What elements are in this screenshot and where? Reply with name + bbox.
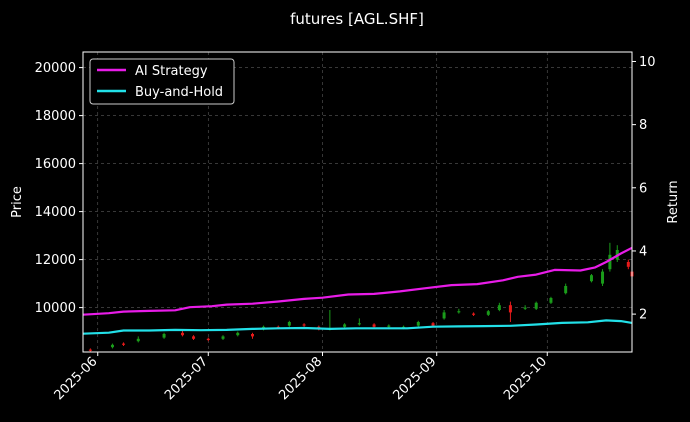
candle-body xyxy=(564,286,568,294)
candle-body xyxy=(486,311,490,315)
candle-body xyxy=(589,275,593,282)
candle xyxy=(457,308,461,314)
y-left-tick-label: 16000 xyxy=(35,157,76,172)
candle xyxy=(608,242,612,272)
buy-and-hold-line xyxy=(82,319,633,335)
ai-strategy-line xyxy=(82,246,633,316)
y-axis-right: 2 4 6 8 10 xyxy=(632,55,656,323)
y-right-tick-label: 10 xyxy=(639,55,656,70)
candle xyxy=(549,296,553,304)
candle-body xyxy=(343,324,347,327)
candle-body xyxy=(122,343,126,345)
y-left-tick-label: 18000 xyxy=(35,109,76,124)
candle-body xyxy=(302,324,306,326)
y-left-tick-label: 12000 xyxy=(35,253,76,268)
candle-body xyxy=(442,312,446,319)
candle-body xyxy=(497,305,501,310)
legend-label-buy-and-hold: Buy-and-Hold xyxy=(135,85,223,100)
candle xyxy=(180,330,184,337)
candle xyxy=(564,283,568,295)
y-right-tick-label: 2 xyxy=(639,308,647,323)
candle-body xyxy=(601,271,605,284)
candle-body xyxy=(287,322,291,326)
candle-body xyxy=(372,324,376,327)
candle xyxy=(601,269,605,286)
candle xyxy=(162,332,166,339)
candle-body xyxy=(472,313,476,315)
candle-body xyxy=(236,332,240,336)
candle xyxy=(508,301,512,322)
candle-body xyxy=(534,302,538,309)
candle-body xyxy=(250,334,254,337)
candle xyxy=(357,318,361,326)
candle xyxy=(343,323,347,328)
candle-body xyxy=(508,305,512,313)
legend-label-ai-strategy: AI Strategy xyxy=(135,64,208,79)
candle-body xyxy=(523,307,527,309)
chart-title: futures [AGL.SHF] xyxy=(290,10,424,28)
candle xyxy=(236,331,240,337)
candle-body xyxy=(387,325,391,327)
y-right-tick-label: 4 xyxy=(639,244,647,259)
candle xyxy=(472,312,476,316)
candle-body xyxy=(192,336,196,339)
line-series xyxy=(82,246,633,335)
candle xyxy=(110,343,114,349)
candle-body xyxy=(162,334,166,338)
candle-body xyxy=(608,254,612,270)
candle xyxy=(416,320,420,327)
candle xyxy=(206,337,210,342)
y-axis-left: 10000 12000 14000 16000 18000 20000 xyxy=(35,61,83,316)
candle-body xyxy=(110,344,114,348)
candle-body xyxy=(416,322,420,326)
candle xyxy=(442,310,446,320)
candle xyxy=(287,320,291,327)
y-right-tick-label: 8 xyxy=(639,118,647,133)
candle xyxy=(497,302,501,312)
candle xyxy=(192,335,196,340)
candle xyxy=(250,332,254,339)
y-left-tick-label: 14000 xyxy=(35,205,76,220)
y-right-tick-label: 6 xyxy=(639,181,647,196)
candle-body xyxy=(221,336,225,339)
candle-body xyxy=(431,323,435,326)
candle xyxy=(523,305,527,310)
candle-body xyxy=(357,323,361,325)
candle xyxy=(302,323,306,327)
candle xyxy=(486,310,490,316)
candle-body xyxy=(136,338,140,342)
y-left-tick-label: 10000 xyxy=(35,301,76,316)
candle-body xyxy=(457,311,461,313)
candle xyxy=(122,342,126,346)
candle-body xyxy=(549,298,553,303)
candle xyxy=(626,259,630,270)
candle xyxy=(221,335,225,340)
candle-body xyxy=(626,262,630,267)
legend: AI Strategy Buy-and-Hold xyxy=(89,58,235,105)
candle-body xyxy=(206,338,210,340)
candle xyxy=(136,336,140,343)
candle-body xyxy=(88,349,92,351)
y-axis-right-label: Return xyxy=(666,180,681,223)
plot-frame xyxy=(82,51,633,353)
candle xyxy=(534,301,538,310)
y-axis-left-label: Price xyxy=(10,186,25,218)
candle xyxy=(589,274,593,283)
candle xyxy=(88,348,92,352)
candle-body xyxy=(180,332,184,336)
y-left-tick-label: 20000 xyxy=(35,61,76,76)
